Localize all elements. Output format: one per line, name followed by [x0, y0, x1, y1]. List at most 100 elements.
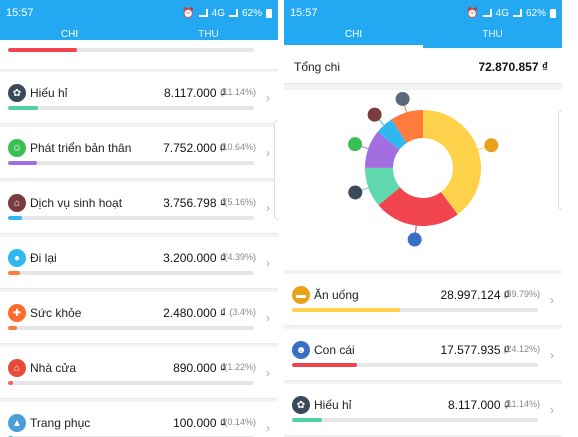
category-row[interactable]: ☻ Con cái 17.577.935 ₫ (24.12%) ›	[284, 329, 562, 381]
status-time: 15:57	[290, 7, 318, 19]
donut-chart	[348, 91, 499, 247]
chevron-right-icon[interactable]: ›	[550, 403, 554, 417]
chevron-right-icon[interactable]: ›	[550, 348, 554, 362]
category-name: Hiếu hỉ	[314, 398, 352, 412]
chevron-right-icon[interactable]: ›	[266, 91, 270, 105]
progress-bar	[8, 48, 254, 52]
network-type: 4G	[211, 7, 225, 19]
category-amount: 2.480.000 ₫	[163, 306, 226, 320]
clothes-icon: ▲	[8, 414, 26, 432]
category-row[interactable]: ▬ Ăn uống 28.997.124 ₫ (39.79%) ›	[284, 274, 562, 326]
donut-slice-0[interactable]	[423, 110, 481, 215]
category-row[interactable]: ☺ Phát triển bản thân 7.752.000 ₫ (10.64…	[0, 127, 278, 179]
progress-fill	[292, 363, 358, 367]
category-amount: 3.756.798 ₫	[163, 196, 226, 210]
category-row[interactable]: ● Đi lại 3.200.000 ₫ (4.39%) ›	[0, 237, 278, 289]
wedding-icon	[348, 185, 363, 200]
food-icon	[484, 138, 499, 153]
progress-fill	[8, 106, 39, 110]
category-amount: 17.577.935 ₫	[440, 343, 510, 357]
category-row[interactable]: ✿ Hiếu hỉ 8.117.000 ₫ (11.14%) ›	[284, 384, 562, 436]
network-type: 4G	[495, 7, 509, 19]
donut-slice-5[interactable]	[391, 110, 423, 143]
progress-fill	[8, 271, 20, 275]
progress-bar	[8, 216, 254, 220]
signal-icon	[482, 9, 492, 17]
house-icon: ⌂	[8, 359, 26, 377]
tab-expense[interactable]: CHI	[60, 29, 79, 40]
category-amount: 8.117.000 ₫	[164, 86, 226, 100]
category-row[interactable]: ⌂ Nhà cửa 890.000 ₫ (1.22%) ›	[0, 347, 278, 399]
category-row[interactable]: ▲ Trang phục 100.000 ₫ (0.14%) ›	[0, 402, 278, 437]
progress-bar	[8, 106, 254, 110]
progress-fill	[8, 326, 18, 330]
tab-income[interactable]: THU	[198, 29, 219, 40]
alarm-icon: ⏰	[466, 7, 479, 19]
tab-income[interactable]: THU	[482, 29, 503, 40]
category-percent: (0.14%)	[224, 417, 256, 427]
battery-icon	[550, 8, 556, 18]
donut-slice-3[interactable]	[365, 131, 400, 168]
more-icon	[395, 91, 410, 106]
category-percent: (4.39%)	[224, 252, 256, 262]
left-screen: 15:57 ⏰ 4G 62% CHI THU ✿ Hiếu hỉ 8.117.0…	[0, 0, 278, 437]
category-row[interactable]: ✚ Sức khỏe 2.480.000 ₫ (3.4%) ›	[0, 292, 278, 344]
alarm-icon: ⏰	[182, 7, 195, 19]
chevron-right-icon[interactable]: ›	[266, 146, 270, 160]
scroll-indicator[interactable]	[274, 120, 278, 220]
chevron-right-icon[interactable]: ›	[266, 256, 270, 270]
total-expense-row: Tổng chi 72.870.857 ₫	[284, 48, 562, 84]
children-icon: ☻	[292, 341, 310, 359]
progress-fill	[8, 48, 77, 52]
status-time: 15:57	[6, 7, 34, 19]
category-name: Phát triển bản thân	[30, 141, 132, 155]
chevron-right-icon[interactable]: ›	[266, 201, 270, 215]
food-icon: ▬	[292, 286, 310, 304]
category-row[interactable]: ⌂ Dịch vụ sinh hoạt 3.756.798 ₫ (5.16%) …	[0, 182, 278, 234]
divider	[278, 0, 284, 437]
signal-icon-2	[512, 9, 522, 17]
status-bar: 15:57 ⏰ 4G 62%	[0, 0, 278, 26]
scroll-indicator[interactable]	[558, 110, 562, 210]
chevron-right-icon[interactable]: ›	[266, 366, 270, 380]
status-icons: ⏰ 4G 62%	[466, 8, 556, 19]
children-icon	[407, 232, 422, 247]
signal-icon	[198, 9, 208, 17]
progress-fill	[8, 161, 37, 165]
chevron-right-icon[interactable]: ›	[550, 293, 554, 307]
category-amount: 100.000 ₫	[173, 416, 226, 430]
chevron-right-icon[interactable]: ›	[266, 421, 270, 435]
progress-bar	[8, 271, 254, 275]
list-item-partial[interactable]	[0, 40, 278, 70]
donut-slice-4[interactable]	[377, 119, 407, 150]
donut-slice-2[interactable]	[365, 167, 400, 206]
progress-bar	[292, 308, 538, 312]
category-name: Con cái	[314, 343, 355, 357]
battery-percent: 62%	[241, 7, 262, 19]
donut-chart-area	[284, 90, 562, 270]
tab-indicator	[284, 45, 423, 48]
home-service-icon	[367, 107, 382, 122]
tab-expense[interactable]: CHI	[344, 29, 363, 40]
progress-bar	[8, 381, 254, 385]
category-name: Đi lại	[30, 251, 57, 265]
progress-bar	[292, 363, 538, 367]
status-icons: ⏰ 4G 62%	[182, 8, 272, 19]
map-pin-icon: ●	[8, 249, 26, 267]
progress-bar	[292, 418, 538, 422]
home-service-icon: ⌂	[8, 194, 26, 212]
category-row[interactable]: ✿ Hiếu hỉ 8.117.000 ₫ (11.14%) ›	[0, 72, 278, 124]
health-icon: ✚	[8, 304, 26, 322]
right-screen: 15:57 ⏰ 4G 62% CHI THU Tổng chi 72.870.8…	[284, 0, 562, 437]
category-amount: 7.752.000 ₫	[163, 141, 226, 155]
battery-percent: 62%	[525, 7, 546, 19]
category-percent: (39.79%)	[503, 289, 540, 299]
category-name: Hiếu hỉ	[30, 86, 68, 100]
category-name: Trang phục	[30, 416, 91, 430]
status-bar: 15:57 ⏰ 4G 62%	[284, 0, 562, 26]
donut-slice-1[interactable]	[378, 187, 458, 226]
category-percent: (3.4%)	[229, 307, 256, 317]
donut-hole	[395, 140, 451, 196]
category-percent: (11.14%)	[504, 399, 540, 409]
chevron-right-icon[interactable]: ›	[266, 311, 270, 325]
